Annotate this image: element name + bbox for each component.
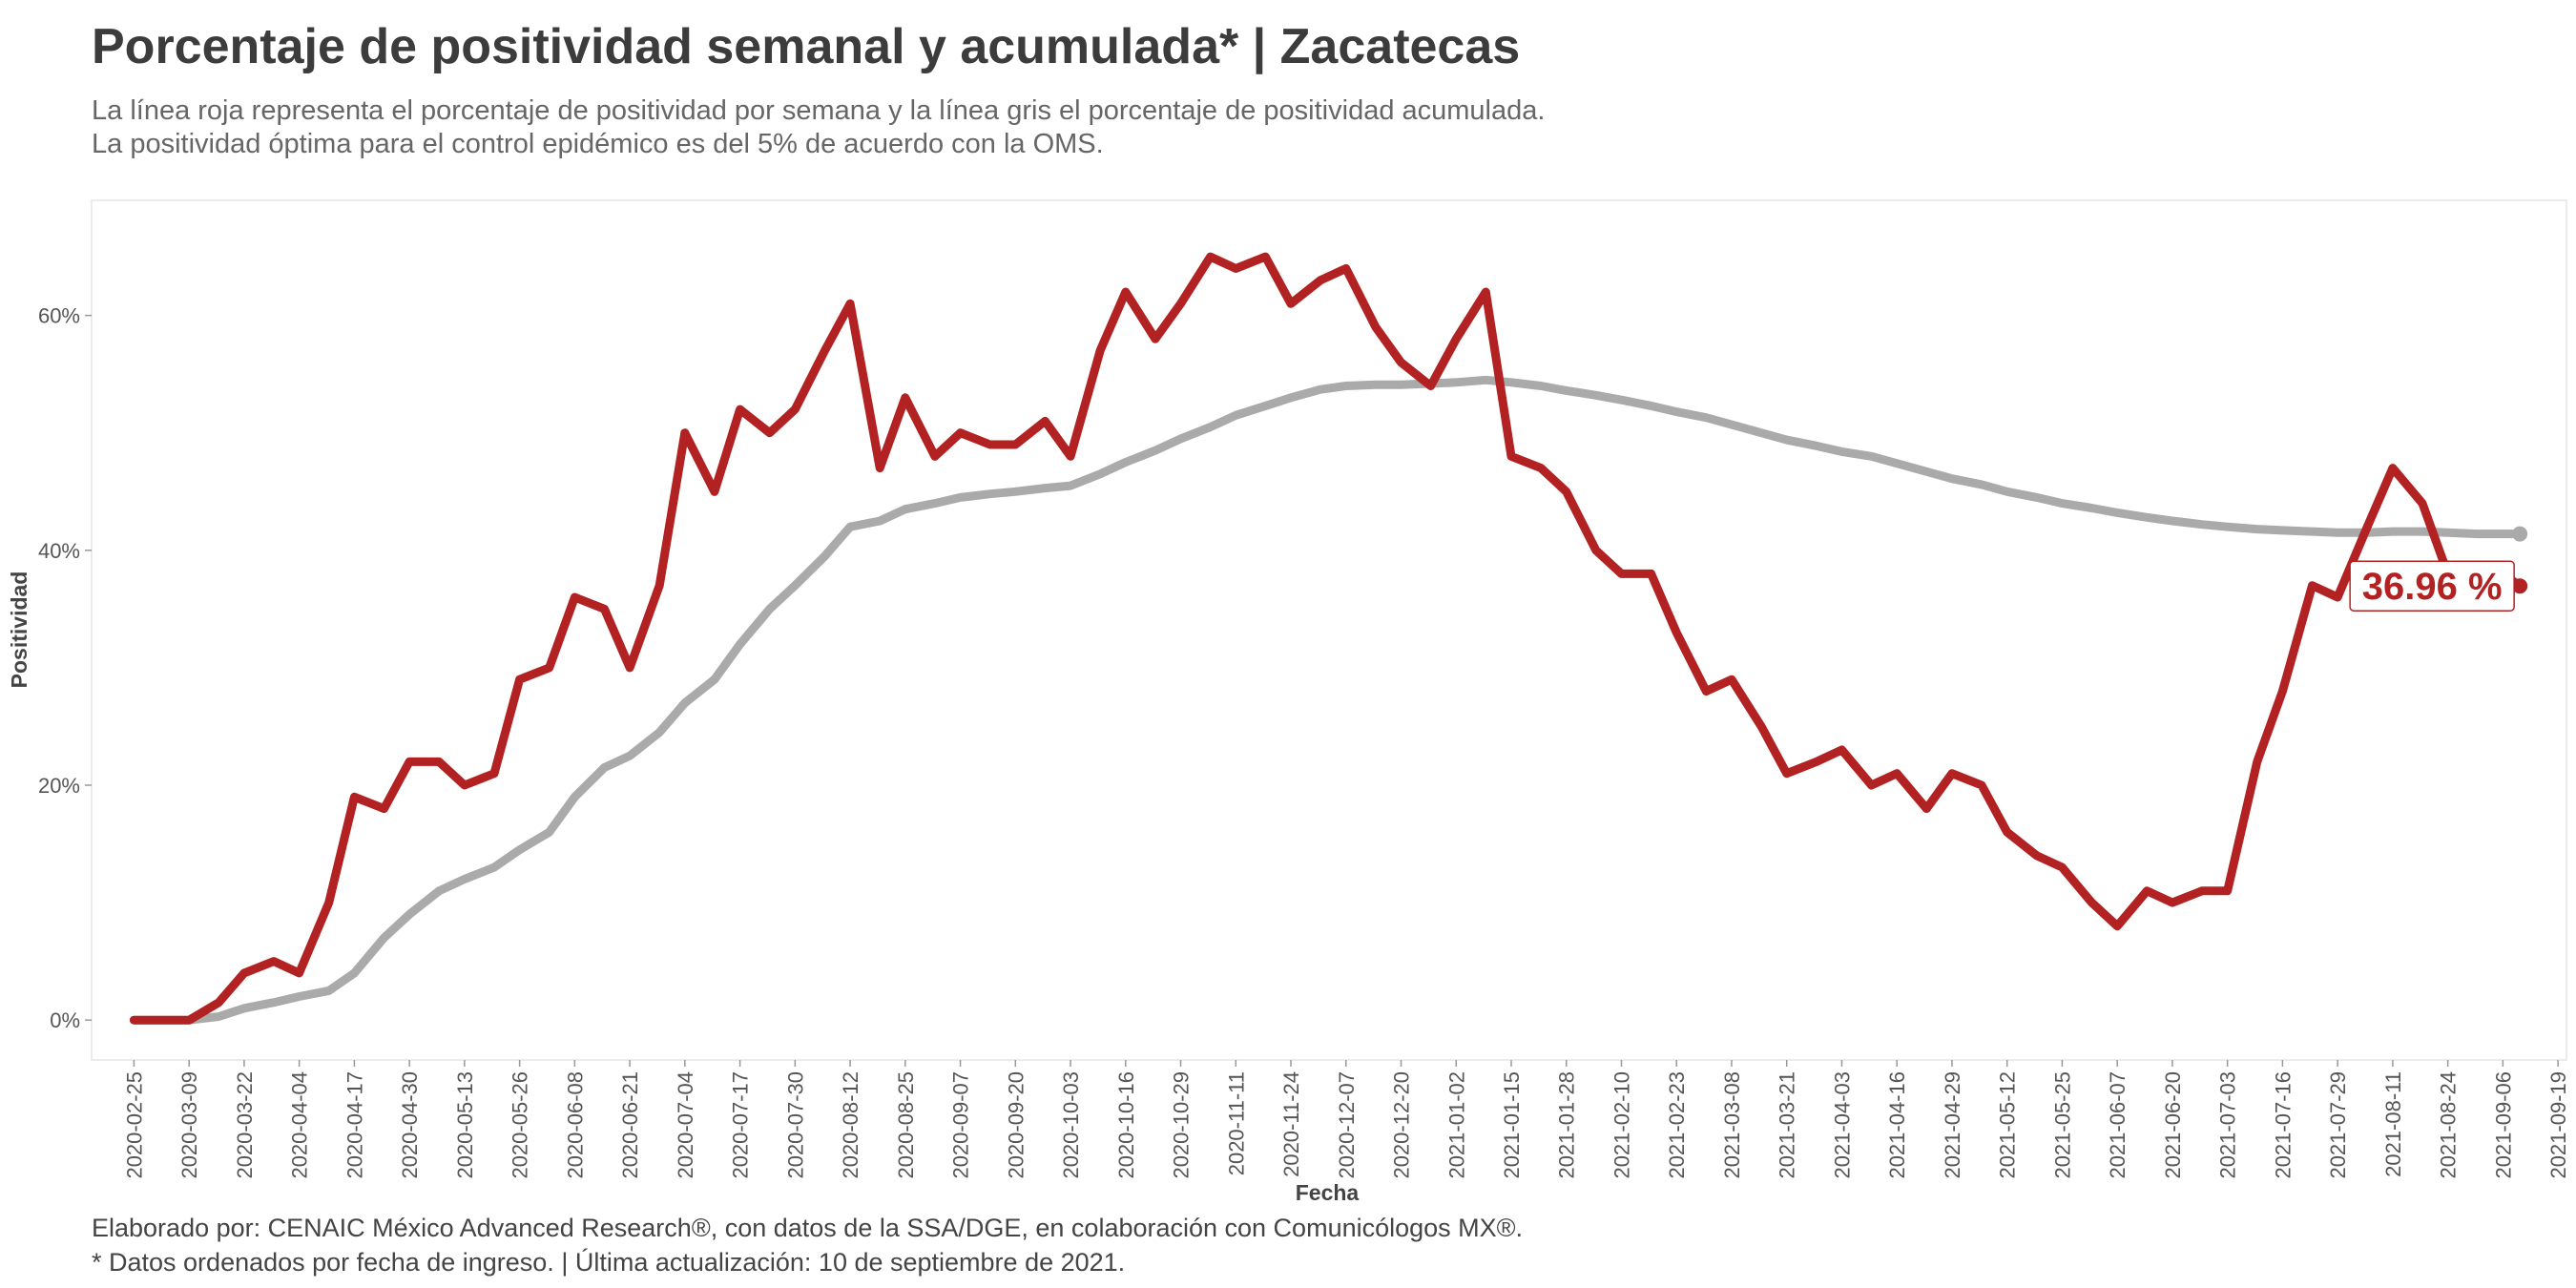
x-axis-title: Fecha (1296, 1180, 1360, 1205)
x-tick-label: 2020-07-30 (783, 1071, 807, 1179)
x-tick-label: 2021-08-11 (2381, 1071, 2405, 1177)
x-tick-label: 2020-02-25 (122, 1071, 146, 1179)
y-tick-label: 20% (38, 774, 80, 798)
x-tick-label: 2021-06-07 (2106, 1071, 2129, 1179)
x-tick-label: 2021-01-15 (1500, 1071, 1524, 1179)
x-tick-label: 2021-08-24 (2437, 1071, 2461, 1179)
x-tick-label: 2020-11-24 (1279, 1071, 1303, 1177)
x-tick-label: 2020-03-22 (233, 1071, 257, 1179)
subtitle: La positividad óptima para el control ep… (92, 129, 1104, 159)
x-tick-label: 2021-07-03 (2216, 1071, 2240, 1179)
x-tick-label: 2020-09-07 (949, 1071, 973, 1179)
annotation-box (2349, 560, 2515, 612)
x-tick-label: 2021-07-29 (2326, 1071, 2350, 1179)
chart-title: Porcentaje de positividad semanal y acum… (92, 19, 1520, 74)
x-tick-label: 2020-04-17 (343, 1071, 366, 1179)
x-tick-label: 2020-03-09 (177, 1071, 201, 1179)
x-tick-label: 2021-09-19 (2546, 1071, 2570, 1179)
x-tick-label: 2020-10-03 (1059, 1071, 1083, 1179)
x-tick-label: 2021-01-28 (1555, 1071, 1579, 1179)
subtitle: La línea roja representa el porcentaje d… (92, 95, 1545, 126)
x-tick-label: 2020-08-25 (894, 1071, 918, 1179)
x-tick-label: 2021-04-29 (1941, 1071, 1964, 1179)
x-tick-label: 2021-02-10 (1610, 1071, 1633, 1179)
x-tick-label: 2020-05-26 (509, 1071, 532, 1179)
end-point (2512, 578, 2528, 594)
plot-frame (91, 199, 2567, 1061)
annotation: 36.96 % (2362, 566, 2503, 608)
x-tick-label: 2020-12-20 (1390, 1071, 1414, 1179)
series-line (129, 252, 2524, 1025)
x-tick-label: 2020-05-13 (453, 1071, 477, 1179)
footer: Elaborado por: CENAIC México Advanced Re… (92, 1214, 1523, 1242)
x-tick-label: 2020-09-20 (1004, 1071, 1028, 1179)
x-tick-label: 2020-04-30 (398, 1071, 422, 1179)
x-tick-label: 2021-03-21 (1776, 1071, 1799, 1179)
x-tick-label: 2020-10-29 (1170, 1071, 1194, 1179)
x-tick-label: 2020-12-07 (1335, 1071, 1359, 1179)
x-tick-label: 2020-06-08 (563, 1071, 587, 1179)
y-tick-label: 60% (38, 304, 80, 328)
x-tick-label: 2020-10-16 (1114, 1071, 1138, 1179)
x-tick-label: 2021-05-12 (1996, 1071, 2020, 1179)
x-tick-label: 2021-09-06 (2491, 1071, 2515, 1179)
x-tick-label: 2021-04-03 (1830, 1071, 1854, 1179)
x-tick-label: 2020-07-17 (729, 1071, 753, 1179)
x-tick-label: 2021-05-25 (2050, 1071, 2074, 1179)
x-tick-label: 2021-02-23 (1665, 1071, 1689, 1179)
x-tick-label: 2020-04-04 (288, 1071, 312, 1179)
x-tick-label: 2021-06-20 (2161, 1071, 2185, 1179)
y-tick-label: 0% (50, 1008, 80, 1032)
x-tick-label: 2021-04-16 (1885, 1071, 1909, 1179)
series-line (129, 375, 2524, 1025)
y-axis-title: Positividad (7, 571, 31, 689)
x-tick-label: 2020-11-11 (1224, 1071, 1248, 1175)
x-tick-label: 2020-08-12 (839, 1071, 862, 1179)
footer: * Datos ordenados por fecha de ingreso. … (92, 1247, 1125, 1277)
y-tick-label: 40% (38, 539, 80, 563)
x-tick-label: 2020-06-21 (618, 1071, 642, 1179)
x-tick-label: 2021-07-16 (2271, 1071, 2295, 1179)
end-point (2512, 526, 2528, 542)
x-tick-label: 2021-03-08 (1720, 1071, 1744, 1179)
x-tick-label: 2020-07-04 (674, 1071, 697, 1179)
x-tick-label: 2021-01-02 (1444, 1071, 1468, 1179)
